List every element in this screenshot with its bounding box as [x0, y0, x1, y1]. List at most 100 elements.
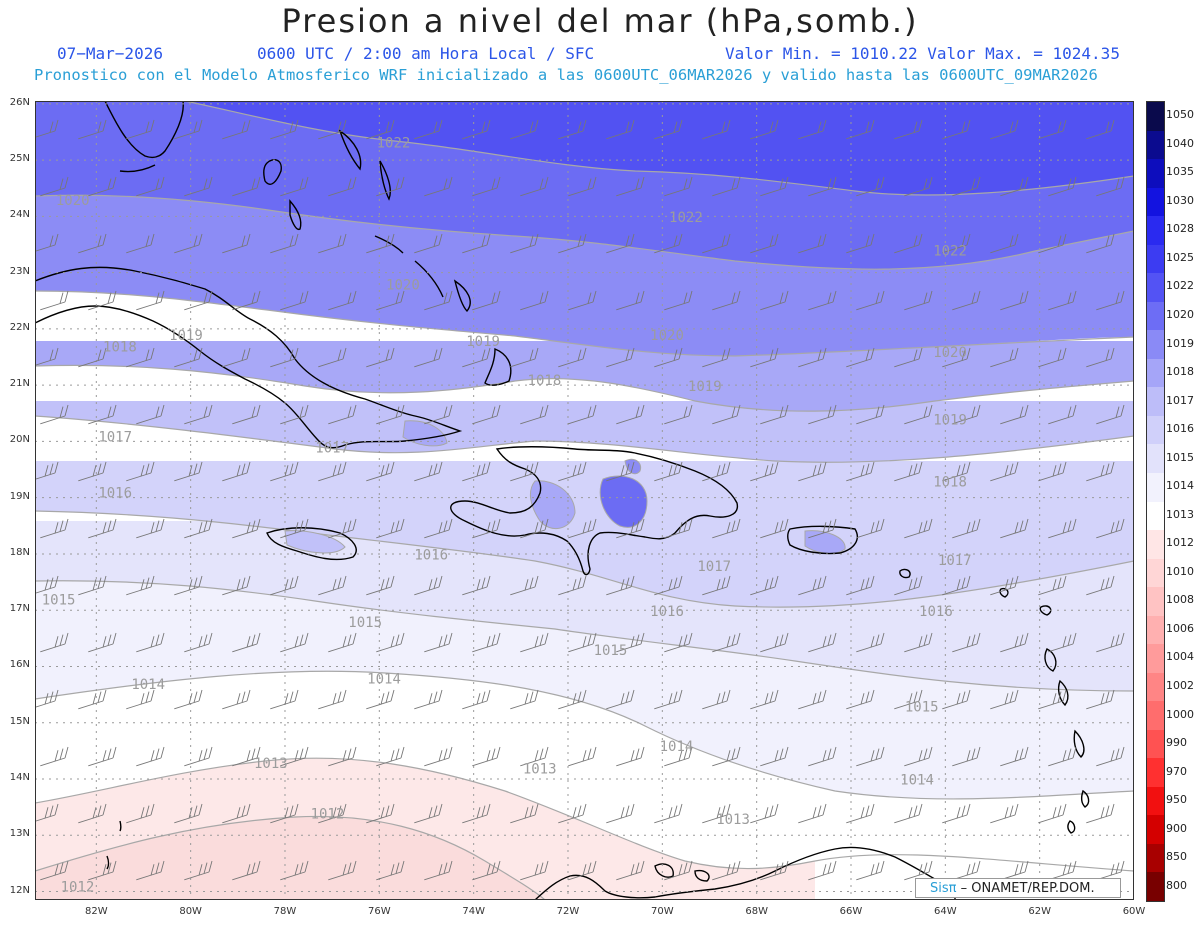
wind-barb [184, 290, 213, 311]
contour-label: 1015 [348, 615, 382, 631]
wind-barb [702, 347, 731, 368]
wind-barb [520, 404, 549, 425]
wind-barb [1000, 404, 1029, 425]
wind-barb [1086, 689, 1115, 710]
contour-label: 1019 [169, 328, 203, 344]
wind-barb [568, 632, 597, 653]
wind-barb [510, 575, 539, 596]
wind-barb [846, 233, 875, 254]
latitude-label: 25N [9, 153, 30, 165]
wind-barb [856, 860, 885, 881]
wind-barb [520, 176, 549, 197]
longitude-label: 76W [368, 906, 391, 917]
wind-barb [376, 632, 405, 653]
wind-barb [520, 632, 549, 653]
colorbar-label: 1040 [1166, 136, 1194, 150]
wind-barb [376, 176, 405, 197]
wind-barb [846, 803, 875, 824]
credit-box: Sisπ – ONAMET/REP.DOM. [915, 878, 1121, 898]
wind-barb [35, 461, 59, 480]
wind-barb [808, 632, 837, 653]
wind-barb [174, 233, 203, 254]
wind-barb [952, 518, 981, 539]
wind-barb [702, 119, 731, 140]
wind-barb [712, 404, 741, 425]
wind-barb [654, 119, 683, 140]
contour-label: 1017 [98, 429, 132, 445]
wind-barb [40, 176, 69, 197]
colorbar-segment [1147, 615, 1164, 645]
wind-barb [462, 575, 491, 596]
wind-barb [856, 518, 885, 539]
colorbar-segment [1147, 273, 1164, 303]
wind-barb [126, 461, 155, 482]
colorbar-label: 1013 [1166, 507, 1194, 521]
wind-barb [136, 290, 165, 311]
longitude-label: 66W [839, 906, 863, 917]
wind-barb [126, 119, 155, 140]
wind-barb [328, 518, 357, 539]
latitude-label: 26N [9, 96, 30, 108]
colorbar-label: 900 [1166, 821, 1187, 835]
colorbar-segment [1147, 729, 1164, 759]
wind-barb [1048, 290, 1077, 311]
wind-barb [1048, 632, 1077, 653]
wind-barb [760, 290, 789, 311]
colorbar-label: 1004 [1166, 650, 1194, 664]
colorbar-label: 1006 [1166, 621, 1194, 635]
contour-label: 1022 [377, 136, 411, 152]
colorbar-segment [1147, 387, 1164, 417]
wind-barb [990, 575, 1019, 596]
wind-barb [184, 518, 213, 539]
wind-barb [664, 518, 693, 539]
colorbar-segment [1147, 786, 1164, 816]
wind-barb [40, 404, 69, 425]
wind-barb [568, 290, 597, 311]
wind-barb [894, 119, 923, 140]
wind-barb [270, 689, 299, 710]
wind-barb [750, 233, 779, 254]
wind-barb [760, 176, 789, 197]
wind-barb [424, 176, 453, 197]
wind-barb [510, 689, 539, 710]
contour-label: 1018 [528, 373, 562, 389]
wind-barb [1096, 632, 1125, 653]
colorbar-label: 1012 [1166, 536, 1194, 550]
colorbar-label: 850 [1166, 850, 1187, 864]
contour-label: 1018 [103, 339, 137, 355]
wind-barb [750, 347, 779, 368]
colorbar-label: 1020 [1166, 308, 1194, 322]
map-svg: 1022 1022 1022 1020 1020 1020 1020 1019 1019 1019… [35, 101, 1134, 900]
wind-barb [462, 803, 491, 824]
colorbar-segment [1147, 415, 1164, 445]
contour-label: 1020 [650, 328, 684, 344]
latitude-label: 12N [9, 884, 30, 896]
wind-barb [472, 518, 501, 539]
wind-barb [126, 803, 155, 824]
wind-barb [654, 347, 683, 368]
wind-barb [88, 632, 117, 653]
colorbar-label: 1019 [1166, 336, 1194, 350]
wind-barb [904, 632, 933, 653]
credit-brand: Sisπ [930, 881, 957, 896]
wind-barb [654, 689, 683, 710]
colorbar-label: 1018 [1166, 365, 1194, 379]
wind-barb [1000, 746, 1029, 767]
wind-barb [952, 290, 981, 311]
colorbar-label: 1000 [1166, 707, 1194, 721]
wind-barb [616, 746, 645, 767]
contour-label: 1019 [466, 334, 500, 350]
wind-barb [712, 290, 741, 311]
wind-barb [174, 689, 203, 710]
wind-barb [894, 347, 923, 368]
wind-barb [1038, 461, 1067, 482]
wind-barb [990, 347, 1019, 368]
wind-barb [462, 347, 491, 368]
wind-barb [904, 290, 933, 311]
contour-label: 1016 [919, 604, 953, 620]
wind-barb [174, 119, 203, 140]
wind-barb [222, 803, 251, 824]
wind-barb [222, 575, 251, 596]
wind-barb [664, 746, 693, 767]
wind-barb [78, 347, 107, 368]
